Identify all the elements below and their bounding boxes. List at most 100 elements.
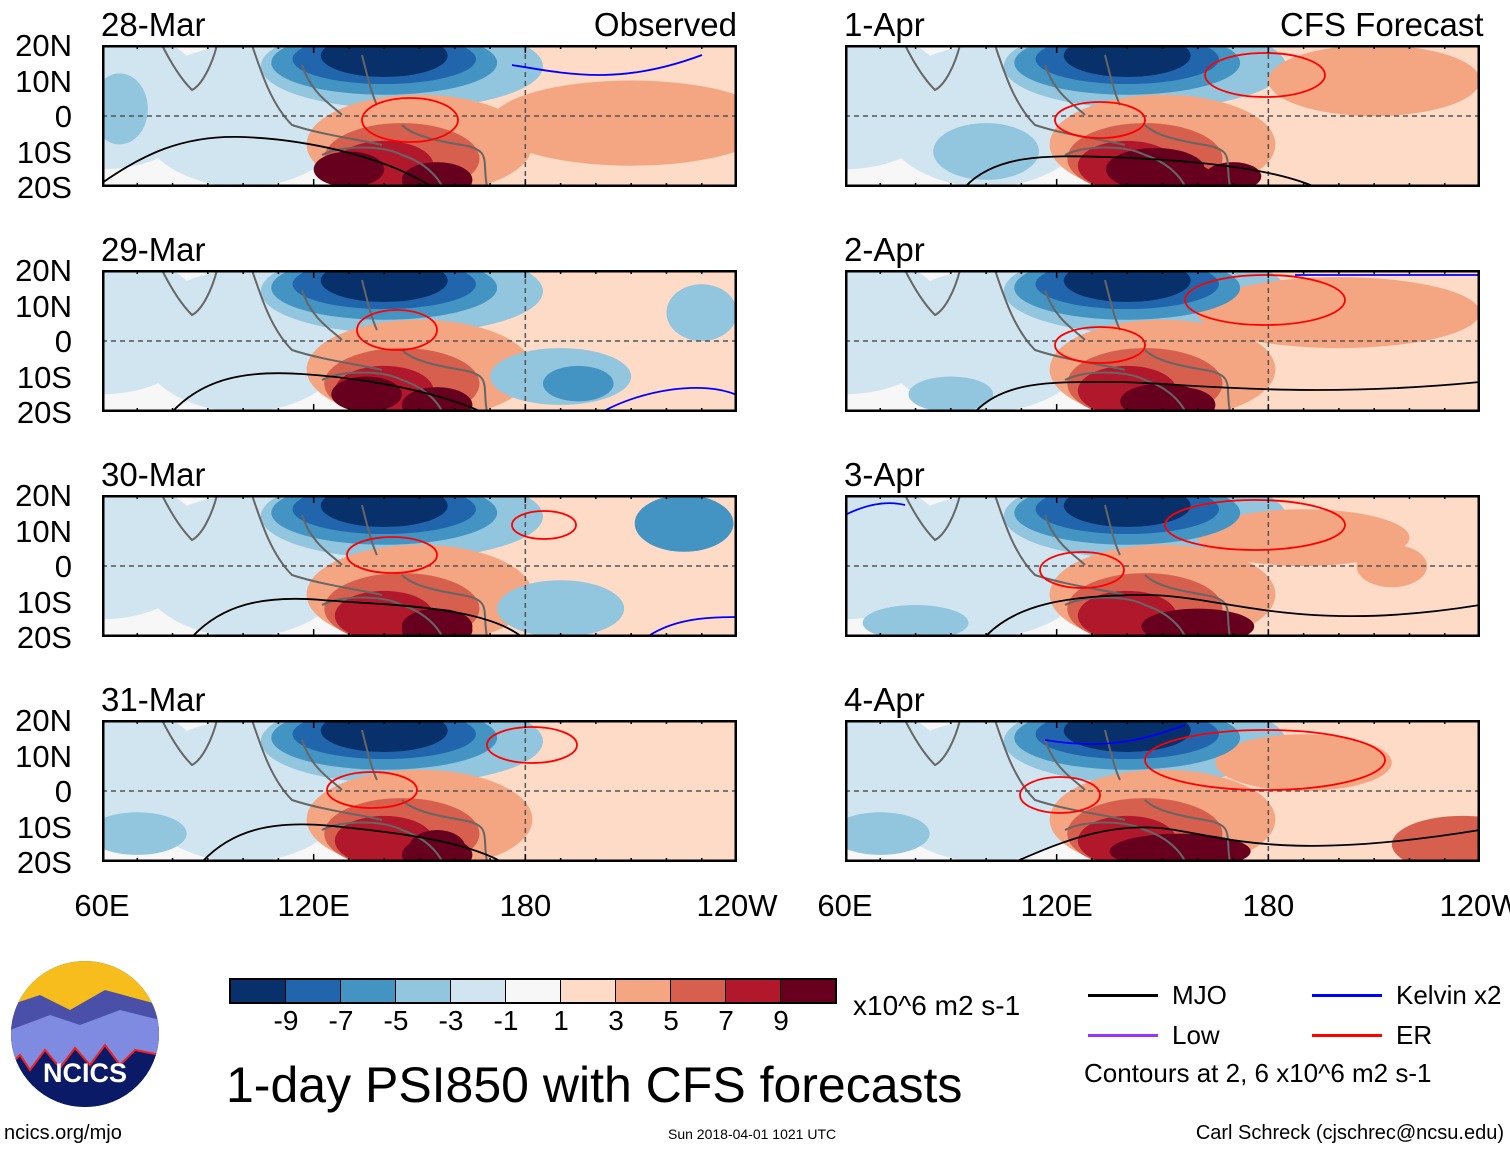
map-panel xyxy=(844,44,1481,188)
wave-contour xyxy=(974,381,1480,412)
wave-contour xyxy=(1144,729,1386,791)
legend-line-er xyxy=(1312,1034,1382,1037)
colorbar-tick: 5 xyxy=(663,1005,679,1036)
wave-contour xyxy=(102,136,433,187)
colorbar-swatch xyxy=(781,980,835,1002)
coastline xyxy=(904,45,1231,187)
map-panel xyxy=(101,719,738,863)
colorbar-swatch xyxy=(231,980,286,1002)
colorbar-tick: -1 xyxy=(493,1005,519,1036)
anomaly-shading xyxy=(1215,734,1392,791)
colorbar xyxy=(229,978,837,1004)
wave-contour xyxy=(845,502,906,516)
anomaly-shading xyxy=(331,376,402,412)
anomaly-shading xyxy=(320,720,448,752)
longitude-label: 180 xyxy=(1242,888,1295,923)
wave-contour xyxy=(1054,326,1146,364)
anomaly-shading xyxy=(845,812,930,855)
logo-text: NCICS xyxy=(42,1058,127,1088)
anomaly-shading xyxy=(1197,277,1480,349)
anomaly-shading xyxy=(1197,509,1410,566)
colorbar-tick: 1 xyxy=(553,1005,569,1036)
wave-contour xyxy=(964,155,1316,187)
legend-low: Low xyxy=(1088,1020,1220,1051)
anomaly-shading xyxy=(1141,608,1255,637)
ncics-logo: NCICS xyxy=(10,960,160,1108)
column-header: CFS Forecast xyxy=(1280,6,1484,43)
wave-contour xyxy=(511,510,577,540)
wave-contour xyxy=(171,372,483,412)
wave-contour xyxy=(1044,724,1186,745)
latitude-label: 20N xyxy=(15,703,72,738)
footer-url[interactable]: ncics.org/mjo xyxy=(4,1122,122,1144)
coastline xyxy=(904,495,1231,637)
latitude-label: 20S xyxy=(16,170,72,205)
anomaly-shading xyxy=(1356,544,1428,588)
coastline xyxy=(904,720,1231,862)
anomaly-shading xyxy=(1063,495,1191,527)
wave-contour xyxy=(1039,551,1125,589)
colorbar-units: x10^6 m2 s-1 xyxy=(853,990,1021,1021)
legend-kelvin: Kelvin x2 xyxy=(1312,980,1502,1011)
coastline xyxy=(161,45,488,187)
wave-contour xyxy=(191,597,523,637)
anomaly-shading xyxy=(1063,270,1191,302)
colorbar-tick: -9 xyxy=(273,1005,299,1036)
latitude-label: 20S xyxy=(16,845,72,880)
latitude-label: 20N xyxy=(15,478,72,513)
colorbar-tick: -3 xyxy=(438,1005,464,1036)
wave-contour xyxy=(201,823,503,862)
colorbar-tick: 3 xyxy=(608,1005,624,1036)
anomaly-shading xyxy=(401,608,473,637)
anomaly-shading xyxy=(1120,383,1205,412)
latitude-label: 20S xyxy=(16,395,72,430)
legend-line-kelvin xyxy=(1312,994,1382,997)
colorbar-tick: 9 xyxy=(773,1005,789,1036)
latitude-label: 10N xyxy=(15,63,72,99)
panel-date: 31-Mar xyxy=(101,681,206,718)
longitude-label: 120E xyxy=(277,888,350,923)
legend-line-mjo xyxy=(1088,994,1158,997)
coastline xyxy=(161,720,488,862)
map-panel xyxy=(101,269,738,413)
anomaly-shading xyxy=(1268,45,1480,116)
panel-date: 4-Apr xyxy=(844,681,925,718)
anomaly-shading xyxy=(1109,833,1251,862)
anomaly-shading xyxy=(908,376,994,412)
anomaly-shading xyxy=(320,495,448,527)
wave-contour xyxy=(1184,274,1346,326)
legend-label: Low xyxy=(1172,1020,1220,1050)
latitude-label: 0 xyxy=(54,774,72,809)
wave-contour xyxy=(486,726,578,764)
wave-contour xyxy=(1014,826,1480,862)
panel-date: 29-Mar xyxy=(101,231,206,268)
coastline xyxy=(161,495,488,637)
coastline xyxy=(904,270,1231,412)
map-panel xyxy=(844,494,1481,638)
colorbar-swatch xyxy=(451,980,506,1002)
legend-mjo: MJO xyxy=(1088,980,1227,1011)
anomaly-shading xyxy=(933,123,1040,180)
latitude-label: 10N xyxy=(15,288,72,324)
anomaly-shading xyxy=(634,495,734,552)
longitude-label: 60E xyxy=(74,888,130,923)
anomaly-shading xyxy=(1063,45,1191,77)
wave-contour xyxy=(646,616,737,637)
map-panel xyxy=(101,494,738,638)
colorbar-tick: -5 xyxy=(383,1005,409,1036)
panel-date: 30-Mar xyxy=(101,456,206,493)
anomaly-shading xyxy=(542,365,614,402)
latitude-label: 0 xyxy=(54,549,72,584)
wave-contour xyxy=(326,771,418,809)
longitude-label: 180 xyxy=(499,888,552,923)
anomaly-shading xyxy=(666,284,737,341)
anomaly-shading xyxy=(401,162,473,187)
anomaly-shading xyxy=(320,45,448,77)
wave-contour xyxy=(361,97,459,143)
figure-title: 1-day PSI850 with CFS forecasts xyxy=(226,1057,963,1113)
latitude-label: 10S xyxy=(16,809,72,845)
anomaly-shading xyxy=(490,737,702,809)
panel-date: 1-Apr xyxy=(844,6,925,43)
wave-contour xyxy=(1019,776,1101,814)
map-panel xyxy=(844,269,1481,413)
